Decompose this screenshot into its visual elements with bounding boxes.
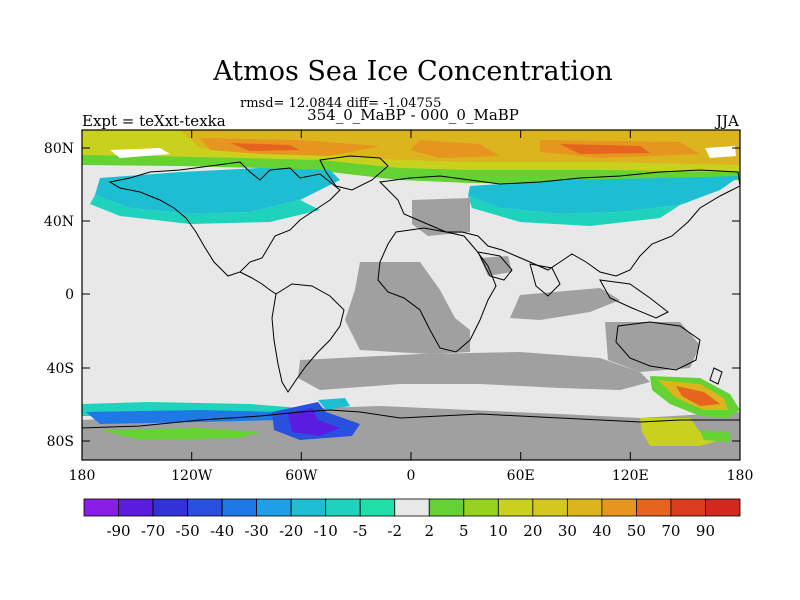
stats-text: rmsd= 12.0844 diff= -1.04755 [240,96,442,111]
colorbar-label: 50 [627,522,646,540]
lat-ticks [82,147,740,442]
coastline-southeast-asia [599,279,669,319]
colorbar-label: -20 [279,522,303,540]
arctic-cyan-west-light [90,195,320,224]
arctic-cyan-east-light [468,196,680,226]
lon-tick-label: 60W [285,468,318,484]
colorbar-label: 5 [459,522,469,540]
colorbar-box [118,498,154,517]
colorbar-box [256,498,292,517]
colorbar-label: 40 [592,522,611,540]
coastline-australia [615,321,701,371]
coastline-arabia [477,251,513,281]
colorbar-label: -40 [210,522,234,540]
colorbar-box [428,498,465,517]
lon-tick-label: 120E [612,468,649,484]
colorbar-box [290,498,327,517]
lon-ticks [81,130,741,460]
missing-africa-south [345,262,470,354]
missing-southern-band [298,352,650,390]
colorbar-label: 30 [558,522,577,540]
arctic-red-core [230,143,300,151]
colorbar-box [705,498,741,517]
map-subtitle: 354_0_MaBP - 000_0_MaBP [307,106,519,124]
colorbar-label: 2 [424,522,434,540]
missing-india [510,288,620,320]
arctic-dark-orange [410,140,500,158]
colorbar-label: -50 [176,522,200,540]
coastline-greenland [319,155,389,191]
arctic-white-patch [705,146,736,158]
lon-tick-label: 0 [407,468,416,484]
colorbar-label: -70 [141,522,165,540]
experiment-label: Expt = teXxt-texka [82,112,226,130]
coastline-antarctica [82,409,740,429]
antarctic-cyan-patch [318,398,350,410]
coastline-eurasia [378,169,740,277]
colorbar-box [359,498,396,517]
colorbar-label: 70 [661,522,680,540]
colorbar-label: -90 [106,522,130,540]
colorbar-box [221,498,258,517]
arctic-cyan-west [95,168,340,214]
colorbar-box [463,498,499,517]
colorbar-box [601,498,637,517]
colorbar: -90 -70 -50 -40 -30 -20 -10 -5 -2 2 5 10 20 30 40 50 70 9… [83,498,741,540]
colorbar-box [566,498,603,517]
missing-australia [605,322,700,372]
arctic-red-core [560,144,650,154]
colorbar-label: -2 [387,522,402,540]
season-label: JJA [716,112,739,130]
pacific-green-patch [700,430,730,442]
lat-tick-label: 0 [65,287,74,303]
colorbar-box [325,498,361,517]
lon-tick-label: 60E [507,468,535,484]
colorbar-box [83,498,119,517]
lat-tick-label: 40S [47,361,74,377]
colorbar-box [187,498,223,517]
lat-tick-label: 80S [47,434,74,450]
colorbar-label: -5 [353,522,368,540]
colorbar-box [636,498,672,517]
pacific-red-core [676,386,720,406]
arctic-white-patch [110,148,170,158]
missing-africa-north [412,198,470,236]
coastline-new-zealand [709,367,723,385]
antarctic-green-strip [100,428,260,440]
coastline-south-america [271,283,345,393]
coastline-india [529,263,561,297]
colorbar-label: -10 [314,522,338,540]
colorbar-box [497,498,534,517]
map-title: Atmos Sea Ice Concentration [213,56,613,87]
map-field [82,130,740,460]
lat-tick-label: 40N [44,214,74,230]
antarctic-blue-strip [86,410,282,424]
colorbar-label: 20 [523,522,542,540]
colorbar-box [532,498,568,517]
lon-tick-label: 180 [69,468,96,484]
colorbar-label: 10 [489,522,508,540]
lat-tick-label: 80N [44,141,74,157]
lon-tick-label: 120W [171,468,213,484]
antarctic-purple-core [288,408,340,436]
pacific-yellow-patch [640,418,720,446]
coastline-africa [377,227,497,353]
colorbar-label: 90 [696,522,715,540]
colorbar-label: -30 [245,522,269,540]
coastline-central-america [239,271,277,295]
colorbar-box [670,498,706,517]
colorbar-box [152,498,188,517]
arctic-cyan-east [468,176,740,214]
colorbar-box [394,498,430,517]
lon-tick-label: 180 [727,468,754,484]
coastlines [82,155,740,429]
coastline-north-america [108,161,341,277]
